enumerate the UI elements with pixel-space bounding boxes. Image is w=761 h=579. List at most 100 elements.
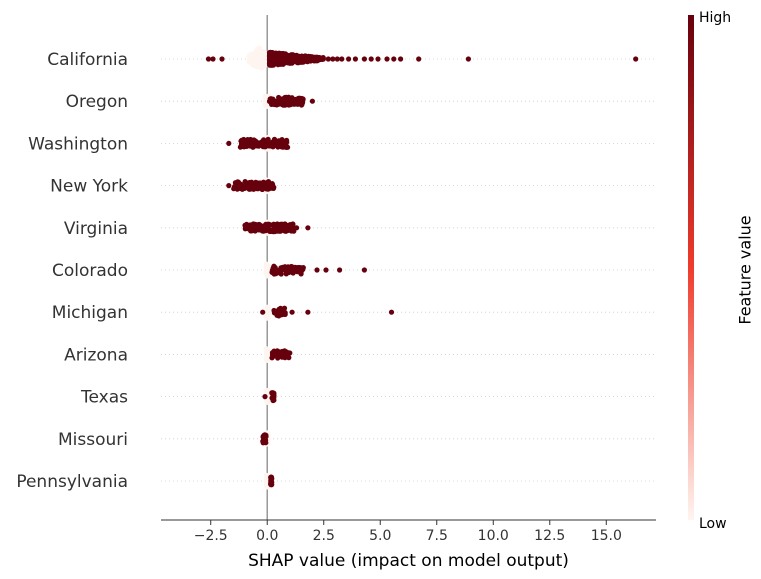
data-point bbox=[260, 55, 266, 61]
data-point bbox=[247, 138, 253, 145]
data-point bbox=[264, 184, 270, 190]
data-point bbox=[416, 56, 422, 62]
data-point bbox=[266, 227, 273, 233]
data-point bbox=[264, 357, 270, 363]
data-point bbox=[272, 56, 278, 62]
data-point bbox=[330, 56, 336, 62]
feature-row-points bbox=[205, 45, 639, 71]
data-point bbox=[279, 267, 285, 273]
data-point bbox=[285, 264, 291, 270]
data-point bbox=[210, 56, 216, 62]
data-point bbox=[271, 392, 277, 398]
data-point bbox=[246, 54, 252, 60]
data-point bbox=[265, 399, 271, 405]
data-point bbox=[305, 309, 311, 315]
data-point bbox=[352, 56, 358, 62]
data-point bbox=[252, 63, 258, 69]
x-ticks: −2.5 0.0 2.5 5.0 7.5 10.0 12.5 15.0 bbox=[194, 520, 622, 544]
colorbar-high-label: High bbox=[699, 10, 731, 26]
data-point bbox=[264, 267, 270, 273]
data-point bbox=[264, 351, 270, 357]
data-point bbox=[465, 56, 471, 62]
feature-label: New York bbox=[50, 177, 128, 197]
data-point bbox=[337, 267, 343, 273]
data-point bbox=[260, 309, 266, 315]
feature-row-points bbox=[263, 261, 367, 279]
data-point bbox=[278, 61, 284, 67]
data-point bbox=[275, 350, 281, 356]
feature-label: Washington bbox=[28, 134, 128, 154]
data-point bbox=[284, 139, 290, 145]
data-point bbox=[314, 267, 320, 273]
data-point bbox=[247, 224, 253, 230]
row-gridlines bbox=[161, 58, 656, 482]
data-point bbox=[284, 353, 290, 359]
data-point bbox=[246, 185, 252, 191]
data-point bbox=[283, 271, 289, 277]
data-point bbox=[270, 352, 276, 358]
feature-labels: California Oregon Washington New York Virgin… bbox=[16, 50, 128, 492]
data-point bbox=[226, 183, 232, 189]
data-point bbox=[339, 56, 345, 62]
data-point bbox=[260, 179, 267, 185]
feature-row-points bbox=[262, 388, 277, 405]
data-point bbox=[361, 267, 367, 273]
data-point bbox=[219, 56, 225, 62]
feature-label: Missouri bbox=[58, 430, 128, 450]
data-point bbox=[384, 56, 390, 62]
x-tick-label: −2.5 bbox=[194, 528, 228, 544]
data-point bbox=[388, 309, 395, 315]
data-point bbox=[323, 267, 329, 273]
data-point bbox=[277, 307, 283, 313]
data-point bbox=[375, 56, 381, 62]
data-point bbox=[268, 480, 274, 486]
data-point bbox=[271, 397, 277, 403]
data-point bbox=[263, 261, 269, 267]
data-point bbox=[260, 143, 266, 149]
data-point bbox=[305, 225, 311, 231]
data-point bbox=[271, 50, 277, 56]
feature-label: Michigan bbox=[52, 303, 128, 323]
feature-row-points bbox=[260, 304, 395, 321]
data-point bbox=[267, 61, 273, 67]
feature-label: California bbox=[47, 50, 128, 70]
data-points bbox=[205, 45, 639, 490]
data-point bbox=[264, 307, 270, 314]
colorbar-low-label: Low bbox=[699, 516, 727, 532]
data-point bbox=[242, 179, 248, 185]
data-point bbox=[297, 55, 303, 61]
data-point bbox=[262, 433, 269, 439]
data-point bbox=[306, 55, 312, 61]
data-point bbox=[309, 98, 315, 104]
data-point bbox=[264, 313, 270, 319]
data-point bbox=[257, 222, 263, 228]
feature-label: Virginia bbox=[64, 219, 128, 239]
data-point bbox=[261, 438, 267, 444]
data-point bbox=[283, 57, 289, 63]
data-point bbox=[253, 59, 259, 65]
data-point bbox=[391, 56, 397, 62]
data-point bbox=[290, 270, 296, 276]
data-point bbox=[259, 60, 265, 66]
data-point bbox=[253, 141, 260, 147]
data-point bbox=[234, 186, 240, 192]
data-point bbox=[264, 388, 270, 394]
feature-row-points bbox=[242, 219, 311, 236]
data-point bbox=[282, 310, 288, 316]
data-point bbox=[269, 101, 275, 107]
feature-row-points bbox=[226, 177, 277, 195]
data-point bbox=[298, 270, 304, 277]
data-point bbox=[273, 271, 279, 277]
data-point bbox=[263, 222, 269, 228]
x-axis: −2.5 0.0 2.5 5.0 7.5 10.0 12.5 15.0 bbox=[161, 519, 656, 544]
data-point bbox=[262, 394, 268, 400]
data-point bbox=[258, 50, 264, 57]
data-point bbox=[282, 228, 288, 234]
data-point bbox=[278, 138, 284, 144]
x-tick-label: 15.0 bbox=[591, 528, 622, 544]
feature-row-points bbox=[263, 346, 293, 363]
colorbar-gradient bbox=[688, 15, 694, 520]
data-point bbox=[319, 55, 325, 61]
feature-row-points bbox=[226, 135, 291, 152]
